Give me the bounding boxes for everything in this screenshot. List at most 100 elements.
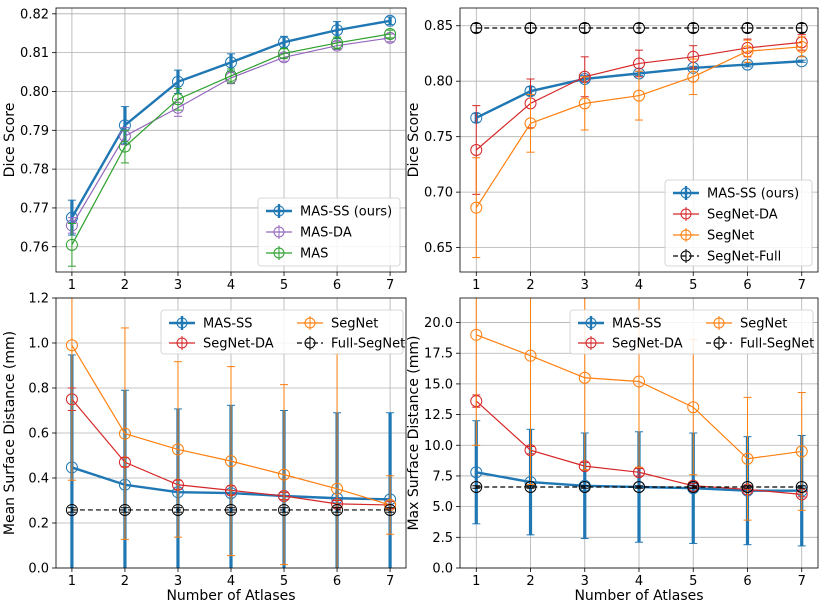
y-tick-label: 5.0: [432, 500, 453, 515]
data-point: [470, 143, 483, 156]
data-point: [65, 503, 78, 516]
y-tick-label: 0.82: [20, 7, 49, 22]
data-point: [578, 481, 591, 493]
y-tick-label: 0.4: [28, 472, 49, 487]
legend-item: SegNet: [297, 316, 378, 332]
plot-area: [470, 21, 808, 259]
series-full-segnet: [65, 503, 397, 516]
legend-box: [664, 179, 813, 267]
legend-label: SegNet-Full: [707, 250, 781, 265]
x-tick-label: 2: [526, 278, 534, 293]
x-tick-label: 4: [635, 278, 643, 293]
legend-marker: [680, 229, 692, 241]
data-point: [795, 481, 808, 493]
legend-item: SegNet-DA: [169, 336, 274, 352]
data-point: [687, 70, 700, 83]
legend-label: Full-SegNet: [331, 337, 405, 352]
y-tick-label: 0.81: [20, 46, 49, 61]
x-tick-label: 1: [68, 278, 76, 293]
series-full-segnet: [470, 481, 808, 493]
x-tick-label: 6: [743, 278, 751, 293]
series-line: [70, 19, 391, 219]
data-point: [225, 56, 237, 69]
chart-panel-1: 1 2 3 4 5 6 7 0.76 0.77 0.78 0.79 0.80 0.81 0.82 Dice …: [2, 7, 407, 293]
x-tick-label: 4: [635, 574, 643, 589]
data-point: [65, 339, 78, 352]
y-tick-label: 0.0: [432, 562, 453, 577]
x-tick-label: 5: [689, 278, 697, 293]
x-tick-label: 6: [333, 278, 341, 293]
legend-label: SegNet-DA: [612, 337, 683, 352]
legend-marker: [176, 317, 188, 329]
legend: MAS-SS SegNet-DA SegNet Full-SegNet: [569, 309, 814, 355]
legend-item: MAS: [266, 246, 328, 262]
data-point: [331, 503, 344, 516]
data-point: [633, 57, 645, 70]
legend-item: SegNet-DA: [673, 207, 778, 223]
data-point: [331, 36, 344, 49]
y-tick-label: 0.2: [28, 517, 49, 532]
data-point: [578, 21, 591, 34]
legend-label: MAS-SS (ours): [707, 187, 799, 202]
legend-marker: [304, 317, 316, 329]
x-tick-label: 6: [743, 574, 751, 589]
data-point: [331, 24, 344, 37]
y-axis-label: Dice Score: [2, 103, 18, 178]
x-tick-label: 3: [581, 574, 589, 589]
y-tick-label: 0.79: [20, 124, 49, 139]
x-tick-label: 2: [121, 574, 129, 589]
legend-marker: [273, 226, 285, 238]
x-tick-label: 2: [526, 574, 534, 589]
data-point: [470, 328, 483, 341]
data-point: [470, 201, 483, 214]
series-segnet: [470, 36, 808, 259]
data-point: [470, 466, 483, 479]
y-tick-label: 0.75: [424, 130, 453, 145]
legend: MAS-SS (ours) MAS-DA MAS: [257, 197, 401, 267]
x-tick-label: 1: [472, 574, 480, 589]
legend-marker: [585, 317, 597, 329]
y-tick-label: 0.70: [424, 186, 453, 201]
x-tick-label: 2: [121, 278, 129, 293]
data-point: [741, 452, 754, 465]
data-point: [741, 45, 754, 58]
y-tick-label: 10.0: [424, 439, 453, 454]
legend-marker: [304, 337, 316, 349]
legend-item: SegNet-DA: [578, 336, 683, 352]
series-line: [475, 46, 802, 208]
legend-item: SegNet: [673, 228, 754, 244]
legend-marker: [713, 337, 725, 349]
y-tick-label: 12.5: [424, 408, 453, 423]
legend-label: MAS-SS: [612, 317, 662, 332]
data-point: [524, 481, 537, 493]
legend-label: MAS-DA: [300, 226, 352, 241]
legend-box: [257, 197, 401, 267]
y-tick-label: 2.5: [432, 531, 453, 546]
legend-box: [569, 309, 814, 355]
legend-item: MAS-SS (ours): [673, 186, 799, 202]
y-tick-label: 0.85: [424, 19, 453, 34]
x-tick-label: 4: [227, 574, 235, 589]
legend-item: MAS-SS (ours): [266, 204, 392, 220]
series-segnet: [65, 298, 397, 568]
y-tick-label: 1.0: [28, 337, 49, 352]
x-tick-label: 1: [472, 278, 480, 293]
plot-area: [65, 298, 397, 568]
data-point: [524, 349, 537, 362]
data-point: [171, 75, 184, 88]
legend-label: SegNet-DA: [203, 337, 274, 352]
data-point: [578, 97, 591, 110]
data-point: [470, 481, 483, 493]
legend-box: [160, 309, 404, 355]
x-tick-label: 3: [174, 574, 182, 589]
legend-marker: [680, 250, 692, 262]
series-line: [71, 33, 391, 246]
x-tick-label: 7: [386, 574, 394, 589]
legend-label: SegNet: [740, 317, 787, 332]
x-tick-label: 4: [227, 278, 235, 293]
legend-marker: [680, 187, 692, 199]
legend: MAS-SS (ours) SegNet-DA SegNet SegNet-Full: [664, 179, 813, 267]
series-segnet-full: [470, 21, 808, 34]
legend-label: SegNet: [707, 229, 754, 244]
data-point: [171, 93, 184, 106]
